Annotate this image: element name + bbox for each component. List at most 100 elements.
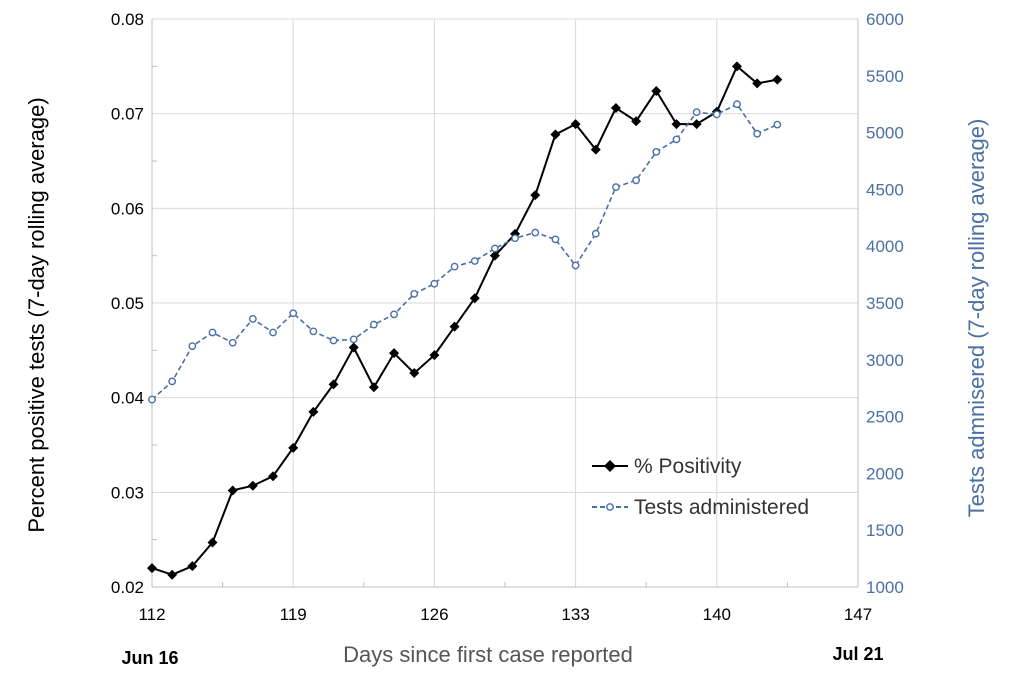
data-point-tests bbox=[289, 309, 298, 318]
y-tick-label-right: 6000 bbox=[866, 10, 904, 29]
axes: 0.02 0.03 0.04 0.05 0.06 0.07 0.08 1000 1500 2000… bbox=[111, 10, 904, 624]
data-point-tests bbox=[450, 262, 459, 271]
data-point-tests bbox=[228, 338, 237, 347]
data-point-positivity bbox=[288, 442, 299, 453]
data-point-positivity bbox=[731, 61, 742, 72]
data-point-tests bbox=[430, 279, 439, 288]
x-tick-label: 147 bbox=[844, 605, 872, 624]
series-line-tests bbox=[151, 103, 778, 401]
data-point-positivity bbox=[429, 350, 440, 361]
data-point-tests bbox=[652, 148, 661, 156]
y-tick-label-right: 2000 bbox=[866, 464, 904, 483]
data-point-positivity bbox=[590, 144, 601, 155]
y-tick-label-right: 2500 bbox=[866, 408, 904, 427]
date-label-end: Jul 21 bbox=[832, 644, 883, 664]
data-point-tests bbox=[188, 342, 197, 351]
x-tick-label: 133 bbox=[561, 605, 589, 624]
y-axis-title-right: Tests admnisered (7-day rolling average) bbox=[964, 119, 989, 518]
data-point-positivity bbox=[610, 102, 621, 113]
x-tick-label: 112 bbox=[138, 605, 165, 624]
data-point-positivity bbox=[671, 119, 682, 130]
y-tick-label-right: 5500 bbox=[866, 67, 904, 86]
data-point-tests bbox=[632, 176, 641, 185]
data-point-tests bbox=[410, 290, 419, 298]
data-point-positivity bbox=[651, 85, 662, 96]
data-point-tests bbox=[309, 327, 318, 336]
data-point-tests bbox=[208, 328, 217, 337]
data-point-positivity bbox=[328, 379, 339, 390]
data-point-tests bbox=[511, 234, 519, 243]
data-point-tests bbox=[248, 315, 257, 323]
x-tick-label: 126 bbox=[420, 605, 448, 624]
y-tick-label-left: 0.05 bbox=[111, 294, 144, 313]
y-tick-label-right: 3000 bbox=[866, 351, 904, 370]
x-axis-title: Days since first case reported bbox=[343, 642, 633, 667]
data-point-tests bbox=[733, 100, 741, 109]
data-point-positivity bbox=[348, 342, 359, 353]
data-point-positivity bbox=[691, 119, 702, 130]
data-point-positivity bbox=[550, 129, 561, 140]
y-tick-label-right: 3500 bbox=[866, 294, 904, 313]
y-tick-label-right: 5000 bbox=[866, 124, 904, 143]
y-tick-label-left: 0.04 bbox=[111, 389, 144, 408]
data-point-tests bbox=[168, 377, 177, 386]
legend-label-positivity: % Positivity bbox=[634, 455, 742, 478]
data-point-positivity bbox=[187, 561, 198, 572]
legend-marker-positivity bbox=[604, 460, 616, 472]
x-tick-label: 119 bbox=[280, 605, 307, 624]
data-point-tests bbox=[329, 336, 338, 345]
data-point-positivity bbox=[227, 485, 238, 496]
y-axis-title-left: Percent positive tests (7-day rolling av… bbox=[24, 97, 49, 532]
data-point-positivity bbox=[409, 368, 420, 379]
x-tick-label: 140 bbox=[703, 605, 731, 624]
y-tick-label-left: 0.06 bbox=[111, 199, 144, 218]
data-point-positivity bbox=[752, 78, 763, 89]
y-tick-label-right: 1000 bbox=[866, 578, 904, 597]
data-point-positivity bbox=[207, 537, 218, 548]
data-point-positivity bbox=[368, 382, 379, 393]
data-point-positivity bbox=[570, 119, 581, 130]
data-point-tests bbox=[773, 120, 782, 129]
data-point-tests bbox=[470, 257, 479, 265]
data-point-tests bbox=[531, 228, 540, 237]
data-point-positivity bbox=[308, 406, 319, 417]
y-tick-label-left: 0.08 bbox=[111, 10, 144, 29]
data-point-tests bbox=[591, 229, 600, 238]
data-point-positivity bbox=[147, 563, 157, 574]
y-tick-label-left: 0.03 bbox=[111, 483, 144, 502]
data-point-positivity bbox=[772, 74, 783, 85]
data-point-tests bbox=[491, 244, 499, 253]
data-point-positivity bbox=[389, 348, 400, 359]
data-point-positivity bbox=[268, 471, 279, 482]
data-point-tests bbox=[148, 395, 156, 404]
data-point-positivity bbox=[469, 293, 480, 304]
data-point-tests bbox=[269, 328, 277, 337]
legend-label-tests: Tests administered bbox=[634, 496, 809, 519]
y-tick-label-left: 0.07 bbox=[111, 105, 144, 124]
data-point-positivity bbox=[449, 321, 460, 332]
date-label-start: Jun 16 bbox=[121, 648, 178, 668]
data-point-tests bbox=[692, 108, 701, 117]
series-layer bbox=[147, 61, 783, 580]
data-point-positivity bbox=[247, 480, 258, 491]
data-point-tests bbox=[672, 135, 681, 144]
data-point-positivity bbox=[631, 116, 642, 127]
data-point-tests bbox=[612, 183, 620, 192]
data-point-positivity bbox=[167, 569, 178, 580]
data-point-tests bbox=[571, 261, 580, 270]
data-point-tests bbox=[753, 129, 762, 138]
data-point-tests bbox=[551, 235, 560, 244]
data-point-positivity bbox=[489, 250, 500, 261]
y-tick-label-right: 1500 bbox=[866, 521, 904, 540]
y-tick-label-left: 0.02 bbox=[111, 578, 144, 597]
data-point-tests bbox=[712, 110, 721, 119]
y-tick-label-right: 4500 bbox=[866, 180, 904, 199]
legend-marker-tests bbox=[606, 503, 614, 511]
data-point-positivity bbox=[530, 190, 541, 201]
y-tick-label-right: 4000 bbox=[866, 237, 904, 256]
data-point-tests bbox=[349, 335, 358, 344]
legend: % Positivity Tests administered bbox=[592, 455, 809, 519]
data-point-tests bbox=[390, 310, 398, 319]
data-point-tests bbox=[369, 320, 378, 329]
